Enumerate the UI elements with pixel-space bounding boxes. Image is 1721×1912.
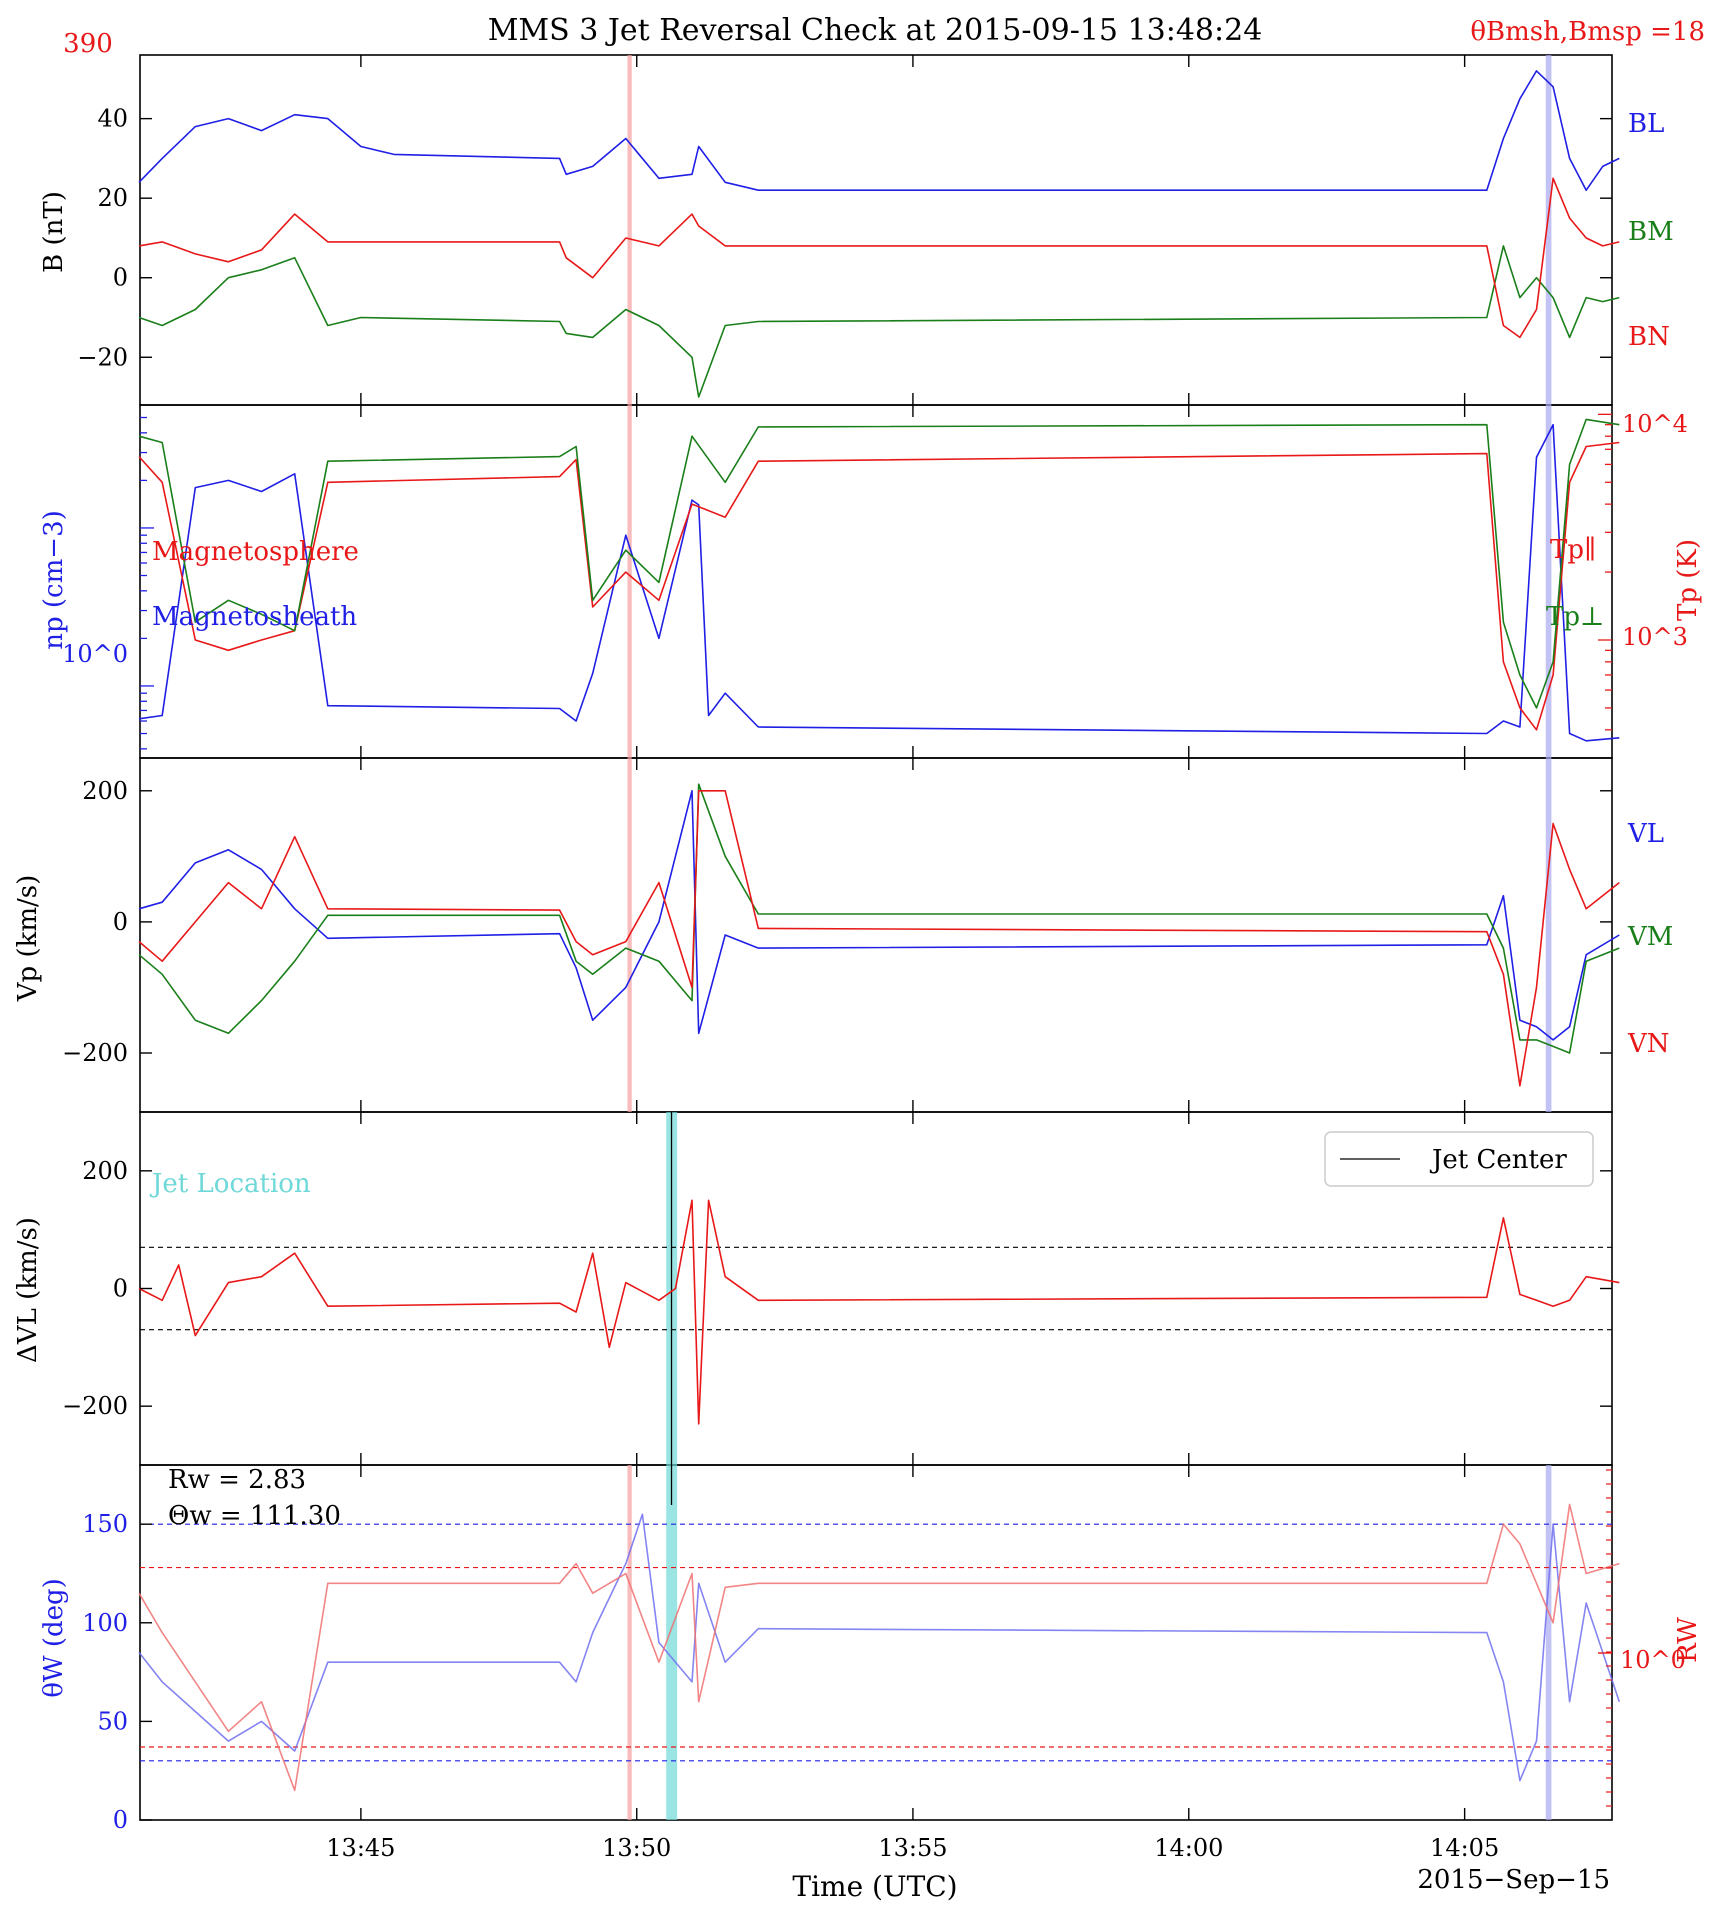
annotation-jet-location: Jet Location [149,1169,311,1199]
series-dVL [138,1199,1620,1425]
x-tick-labels: 13:45 13:50 13:55 14:00 14:05 [326,1834,1499,1862]
y-tick-label: 200 [82,1157,128,1185]
shade-magnetosheath-boundary [1545,758,1552,1112]
panel2-right-tick-label-1: 10^4 [1622,410,1688,438]
panel1-ylabel: B (nT) [39,191,69,273]
panel5-ylabel-right: RW [1673,1617,1703,1663]
legend-BM: BM [1628,217,1674,247]
event-number: 390 [63,29,113,59]
series-np [138,423,1620,742]
y-tick-label: 0 [113,1275,128,1303]
panel5-ylabel-left: θW (deg) [39,1578,69,1698]
shade-magnetosheath-boundary [1545,55,1552,405]
legend-VL: VL [1627,819,1664,849]
legend-BN: BN [1628,322,1670,352]
annotation-magnetosheath: Magnetosheath [152,602,357,632]
y-tick-label: −200 [62,1039,128,1067]
data-lines [138,70,1621,1792]
shade-magnetosphere-boundary [627,405,632,758]
shade-magnetosheath-boundary [1545,405,1552,758]
panel2-ylabel-right: Tp (K) [1673,539,1703,621]
y-tick-label: 20 [97,184,128,212]
figure-title: MMS 3 Jet Reversal Check at 2015-09-15 1… [488,13,1263,48]
y-tick-label: −200 [62,1392,128,1420]
date-label: 2015−Sep−15 [1417,1865,1610,1895]
y-tick-label: 40 [97,105,128,133]
x-tick-label: 14:00 [1154,1834,1223,1862]
y-tick-label: 0 [113,908,128,936]
legend-BL: BL [1628,109,1664,139]
panel3-ylabel: Vp (km/s) [13,875,43,1002]
series-VM [138,783,1620,1054]
y-tick-label: −20 [77,343,128,371]
axis-ticks [140,55,1612,1821]
shade-magnetosphere-boundary [627,55,632,405]
series-BN [138,177,1620,339]
series-BM [138,245,1620,398]
series-VL [138,790,1620,1041]
panel2-ylabel-left: np (cm−3) [39,510,69,649]
y-tick-label: 100 [82,1609,128,1637]
series-VN [138,790,1620,1087]
shade-magnetosheath-boundary [1545,1465,1552,1820]
y-tick-label: 0 [113,1806,128,1834]
x-tick-label: 13:45 [326,1834,395,1862]
annotation-tp-par: Tp∥ [1550,535,1596,565]
y-tick-label: 200 [82,777,128,805]
series-thetaW [138,1513,1621,1782]
series-BL [138,70,1620,191]
annotation-theta-w: Θw = 111.30 [168,1501,341,1531]
theta-label: θBmsh,Bmsp =18 [1470,17,1705,47]
annotation-tp-perp: Tp⊥ [1546,602,1604,632]
series-Tp_perp [138,418,1620,709]
series-Tp_par [138,441,1620,731]
panel5-right-tick-label: 10^0 [1620,1646,1686,1674]
x-tick-label: 14:05 [1430,1834,1499,1862]
panel4-ylabel: ΔVL (km/s) [13,1217,43,1363]
shade-magnetosphere-boundary [627,1465,632,1820]
legend-jet-center: Jet Center [1429,1145,1567,1175]
shade-jet-location [666,1465,678,1820]
x-tick-label: 13:50 [602,1834,671,1862]
reference-lines [140,1112,1612,1762]
panel2-right-tick-label-0: 10^3 [1622,623,1688,651]
panel-frame-5 [139,1464,1613,1821]
y-tick-label: 50 [97,1707,128,1735]
legend-VM: VM [1627,922,1673,952]
x-axis-label: Time (UTC) [792,1870,957,1903]
legend-VN: VN [1627,1029,1670,1059]
annotation-rw: Rw = 2.83 [168,1465,306,1495]
series-RW [138,1503,1620,1792]
x-tick-label: 13:55 [878,1834,947,1862]
y-tick-label: 0 [113,264,128,292]
annotation-magnetosphere: Magnetosphere [152,537,359,567]
jet-center-legend: Jet Center [1324,1131,1594,1187]
y-tick-label: 150 [82,1510,128,1538]
panel2-left-tick-label: 10^0 [62,640,128,668]
